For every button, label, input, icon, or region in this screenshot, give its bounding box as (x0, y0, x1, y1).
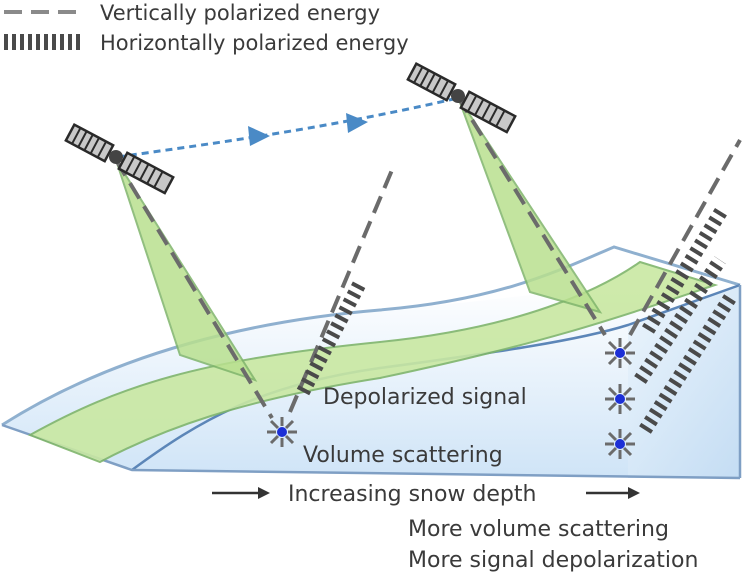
more-volume-scattering-label: More volume scattering (408, 517, 669, 542)
legend: Vertically polarized energy Horizontally… (4, 1, 409, 55)
track-arrow-2 (346, 113, 368, 133)
legend-vertical-label: Vertically polarized energy (100, 1, 380, 25)
hatch-top (642, 206, 728, 334)
scatter-point-deep-2 (605, 384, 635, 414)
hatch-mid (634, 256, 726, 384)
more-depolarization-label: More signal depolarization (408, 548, 698, 573)
legend-hatched-swatch (4, 34, 80, 50)
scatter-points (267, 338, 635, 459)
depolarized-signal-label: Depolarized signal (323, 385, 527, 410)
orbit-track-line (117, 96, 459, 159)
scatter-point-deep-1 (605, 338, 635, 368)
depth-arrow-right-head (628, 487, 640, 499)
satellite-left-icon (64, 122, 175, 195)
scatter-point-deep-3 (605, 429, 635, 459)
right-scattered-path (628, 139, 742, 336)
depth-arrow-row: Increasing snow depth (212, 482, 640, 507)
track-arrow-1 (248, 126, 270, 146)
right-incoming-path (456, 95, 607, 337)
legend-horizontal-label: Horizontally polarized energy (100, 31, 409, 55)
satellite-right-icon (406, 61, 517, 134)
increasing-snow-depth-label: Increasing snow depth (288, 482, 536, 507)
hatch-small (296, 279, 367, 396)
left-incoming-path (114, 158, 274, 420)
horizontal-polarized-returns (296, 206, 736, 434)
depth-arrow-left-head (258, 487, 270, 499)
orbit-track (117, 96, 459, 159)
volume-scattering-label: Volume scattering (303, 443, 503, 468)
scatter-point-shallow (267, 417, 297, 447)
